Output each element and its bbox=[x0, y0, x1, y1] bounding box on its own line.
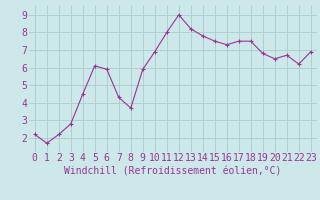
X-axis label: Windchill (Refroidissement éolien,°C): Windchill (Refroidissement éolien,°C) bbox=[64, 166, 282, 176]
